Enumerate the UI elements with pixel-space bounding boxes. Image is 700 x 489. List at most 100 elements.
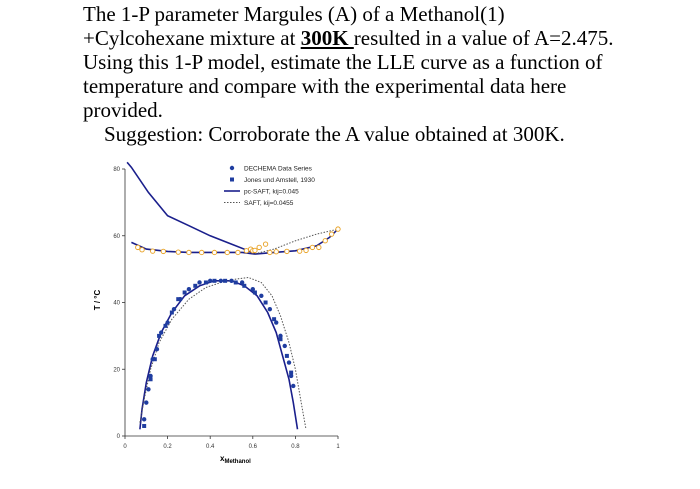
problem-line-2: +Cylcohexane mixture at 300K resulted in… [83,26,683,50]
x-axis-label: xMethanol [220,454,251,465]
data-point-open [211,249,218,256]
data-point-circle [165,320,170,325]
legend-label: Jones und Amstell, 1930 [244,177,315,184]
data-point-circle [218,278,224,284]
data-point-circle [250,286,255,292]
legend-label: SAFT, kij=0.0455 [244,200,294,207]
data-point-open [224,249,230,256]
curve-line [126,161,256,255]
problem-line-4: temperature and compare with the experim… [83,74,567,98]
data-point-square [169,310,174,315]
data-point-circle [291,383,296,389]
data-point-circle [229,278,234,284]
data-point-circle [186,286,192,292]
curve-line [254,228,339,255]
data-point-open [256,244,262,251]
data-point-open [297,248,303,254]
curve-line [139,280,299,430]
data-point-open [160,248,166,255]
data-point-square [176,297,181,302]
y-tick-label: 0 [117,434,121,440]
x-tick-label: 0.6 [249,444,258,450]
data-point-circle [141,417,147,422]
data-point-square [278,337,283,342]
x-tick-label: 0.8 [291,444,300,450]
data-point-square [272,317,277,322]
legend-label: DECHEMA Data Series [244,166,313,173]
data-point-circle [259,293,264,299]
data-point-circle [144,400,149,405]
data-point-square [142,423,147,428]
problem-line-5: provided. [83,98,163,122]
data-point-square [193,283,198,288]
data-point-open [328,231,335,237]
data-point-square [233,280,238,285]
data-point-circle [148,373,153,379]
data-point-open [335,226,341,232]
y-tick-label: 80 [113,167,120,173]
temperature-emphasis: 300K [300,26,354,50]
data-point-circle [154,347,160,352]
data-point-circle [239,280,245,285]
y-tick-label: 60 [113,234,120,240]
legend-marker-square [230,177,234,182]
data-point-square [252,290,257,295]
chart-curves [126,161,339,430]
data-point-open [252,247,258,254]
x-tick-label: 0.4 [206,444,215,450]
data-point-open [273,249,279,255]
data-point-square [157,333,162,338]
problem-line-1: The 1-P parameter Margules (A) of a Meth… [83,2,505,26]
data-point-open [235,249,241,256]
data-point-circle [208,278,213,284]
data-point-circle [278,333,283,339]
problem-line-2-pre: +Cylcohexane mixture at [83,26,301,50]
y-axis-label: T / °C [93,290,102,311]
data-point-open [139,247,145,253]
data-point-circle [146,387,151,392]
data-point-square [182,290,187,295]
x-tick-label: 1 [336,444,340,450]
data-point-circle [171,306,177,312]
data-point-open [267,249,273,256]
suggestion-text: Suggestion: Corroborate the A value obta… [104,122,565,146]
data-point-open [316,244,322,251]
data-point-open [135,244,141,251]
y-tick-label: 40 [113,301,120,307]
data-point-open [243,248,250,254]
data-point-square [284,353,289,358]
data-point-circle [274,320,279,325]
data-point-circle [286,360,292,365]
x-tick-label: 0 [123,444,127,450]
data-point-open [175,249,181,255]
curve-line [139,276,307,430]
data-point-circle [159,330,164,335]
data-point-square [212,278,217,283]
problem-statement: The 1-P parameter Margules (A) of a Meth… [83,2,683,122]
data-point-open [262,241,269,247]
data-point-open [303,247,309,254]
x-tick-label: 0.2 [163,444,172,450]
data-point-open [199,249,205,256]
data-point-open [309,244,316,251]
chart-markers [135,226,341,428]
data-point-square [242,283,247,288]
data-point-square [148,377,153,382]
legend-marker-circle [229,165,235,171]
data-point-square [163,323,168,328]
data-point-square [152,357,157,362]
data-point-square [289,370,294,375]
data-point-circle [282,343,287,349]
problem-line-2-post: resulted in a value of A=2.475. [353,26,614,50]
data-point-open [186,249,192,256]
data-point-square [263,300,268,305]
data-point-square [203,280,208,285]
y-tick-label: 20 [113,367,120,373]
chart-axes: 0 0.2 0.4 0.6 0.8 1 0 20 40 60 80 [113,167,340,450]
data-point-circle [288,373,294,379]
problem-line-3: Using this 1-P model, estimate the LLE c… [83,50,603,74]
data-point-open [284,248,290,255]
data-point-open [322,238,328,244]
data-point-circle [197,280,202,285]
